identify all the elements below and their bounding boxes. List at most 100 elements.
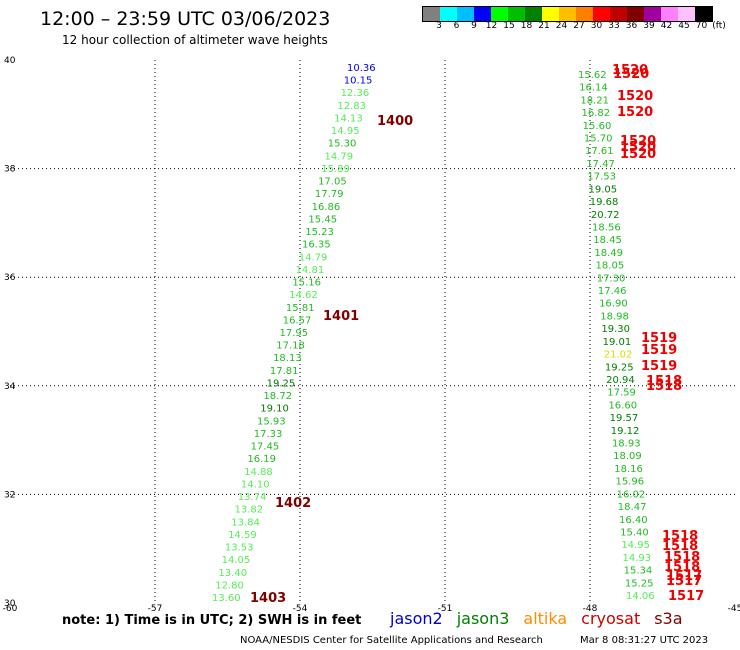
wave-height-value: 15.30 [328, 139, 357, 150]
pass-time-label: 1517 [666, 569, 702, 584]
wave-height-value: 13.40 [218, 568, 247, 579]
pass-time-label: 1520 [617, 89, 653, 104]
colorbar-label: 42 [660, 21, 673, 31]
pass-time-label: 1520 [613, 67, 649, 82]
pass-time-label: 1520 [620, 140, 656, 155]
wave-height-value: 18.16 [614, 464, 643, 475]
colorbar-label: 24 [555, 21, 568, 31]
colorbar-label: 45 [678, 21, 690, 31]
wave-height-value: 15.16 [292, 278, 321, 289]
wave-height-value: 14.95 [621, 540, 650, 551]
pass-time-label: 1520 [620, 134, 656, 149]
wave-height-value: 16.82 [582, 108, 611, 119]
wave-height-value: 17.45 [251, 442, 280, 453]
wave-height-value: 15.81 [286, 303, 315, 314]
wave-height-value: 19.68 [590, 197, 619, 208]
wave-height-value: 16.19 [247, 454, 276, 465]
wave-height-value: 19.12 [611, 426, 640, 437]
y-tick-label: 40 [4, 56, 16, 66]
colorbar-swatch [576, 7, 593, 21]
pass-time-label: 1518 [664, 550, 700, 565]
west-track: 10.3610.1512.3612.8314.1314.9515.3014.79… [212, 63, 413, 606]
colorbar-swatch [661, 7, 678, 21]
colorbar-label: 27 [573, 21, 585, 31]
colorbar-label: 18 [520, 21, 533, 31]
wave-height-value: 17.61 [585, 146, 614, 157]
wave-height-value: 21.02 [604, 350, 633, 361]
colorbar-swatch [542, 7, 559, 21]
wave-height-value: 14.13 [334, 113, 363, 124]
wave-height-value: 15.62 [578, 70, 607, 81]
colorbar-swatch [644, 7, 661, 21]
colorbar-label: 15 [503, 21, 515, 31]
credit-line: NOAA/NESDIS Center for Satellite Applica… [240, 635, 543, 646]
pass-time-label: 1519 [641, 343, 677, 358]
wave-height-value: 17.79 [315, 189, 344, 200]
colorbar-swatch [593, 7, 610, 21]
wave-height-value: 19.57 [610, 413, 639, 424]
wave-height-value: 14.95 [331, 126, 360, 137]
y-tick-label: 30 [4, 599, 16, 609]
colorbar-label: 3 [436, 21, 442, 31]
colorbar-swatch [423, 7, 440, 21]
x-tick-label: -45 [728, 604, 740, 614]
colorbar-label: 33 [608, 21, 620, 31]
colorbar-swatch [559, 7, 576, 21]
wave-height-value: 10.36 [347, 63, 376, 74]
colorbar-label: 6 [453, 21, 460, 31]
wave-height-value: 12.36 [341, 88, 370, 99]
pass-time-label: 1520 [612, 63, 648, 78]
colorbar-swatch [695, 7, 712, 21]
y-tick-label: 34 [4, 382, 16, 392]
wave-height-value: 17.81 [270, 366, 299, 377]
pass-time-label: 1402 [275, 496, 311, 511]
wave-height-value: 13.82 [235, 505, 264, 516]
footer-note: note: 1) Time is in UTC; 2) SWH is in fe… [62, 613, 362, 628]
timestamp: Mar 8 08:31:27 UTC 2023 [580, 635, 709, 646]
wave-height-value: 14.06 [626, 591, 655, 602]
wave-height-value: 18.98 [600, 311, 629, 322]
wave-height-value: 13.74 [238, 492, 267, 503]
x-tick-label: -60 [3, 604, 18, 614]
wave-height-value: 18.93 [612, 439, 641, 450]
wave-height-value: 12.83 [337, 101, 366, 112]
wave-height-value: 14.62 [289, 290, 318, 301]
wave-height-value: 20.94 [606, 375, 635, 386]
satellite-legend: jason2 jason3 altika cryosat s3a [390, 609, 697, 628]
wave-height-value: 14.88 [244, 467, 273, 478]
wave-height-value: 17.46 [598, 286, 627, 297]
colorbar-labels: 3 6 9 12 15 18 21 24 27 30 33 36 39 42 45 70 (ft) [422, 21, 732, 33]
wave-height-value: 10.15 [344, 76, 373, 87]
wave-height-value: 17.33 [254, 429, 283, 440]
axis-ticks: -60 -57 -54 -51 -48 -45 40 38 36 34 32 30 [3, 56, 740, 614]
colorbar-swatch [491, 7, 508, 21]
wave-height-value: 13.53 [225, 543, 254, 554]
colorbar-label: 21 [538, 21, 550, 31]
wave-height-value: 14.59 [228, 530, 257, 541]
wave-height-value: 16.86 [312, 202, 341, 213]
wave-height-value: 19.30 [601, 324, 630, 335]
wave-height-value: 14.10 [241, 479, 270, 490]
pass-time-label: 1518 [664, 560, 700, 575]
wave-height-value: 16.02 [617, 489, 646, 500]
pass-time-label: 1518 [646, 374, 682, 389]
pass-time-label: 1403 [250, 591, 286, 606]
wave-height-value: 15.40 [620, 527, 649, 538]
colorbar-swatch [610, 7, 627, 21]
wave-height-value: 15.89 [321, 164, 350, 175]
wave-height-value: 15.93 [257, 416, 286, 427]
wave-height-value: 18.49 [594, 248, 623, 259]
wave-height-value: 12.80 [215, 580, 244, 591]
colorbar-swatch [627, 7, 644, 21]
wave-height-value: 15.45 [308, 214, 337, 225]
satellite-legend-item: jason3 [456, 609, 510, 628]
wave-height-value: 17.59 [607, 388, 636, 399]
y-tick-label: 36 [4, 273, 16, 283]
colorbar-label: 36 [625, 21, 638, 31]
colorbar-swatch [678, 7, 695, 21]
x-tick-label: -54 [293, 604, 308, 614]
pass-time-label: 1520 [620, 147, 656, 162]
wave-height-value: 15.96 [615, 477, 644, 488]
wave-height-value: 14.05 [222, 555, 251, 566]
pass-time-label: 1517 [666, 574, 702, 589]
